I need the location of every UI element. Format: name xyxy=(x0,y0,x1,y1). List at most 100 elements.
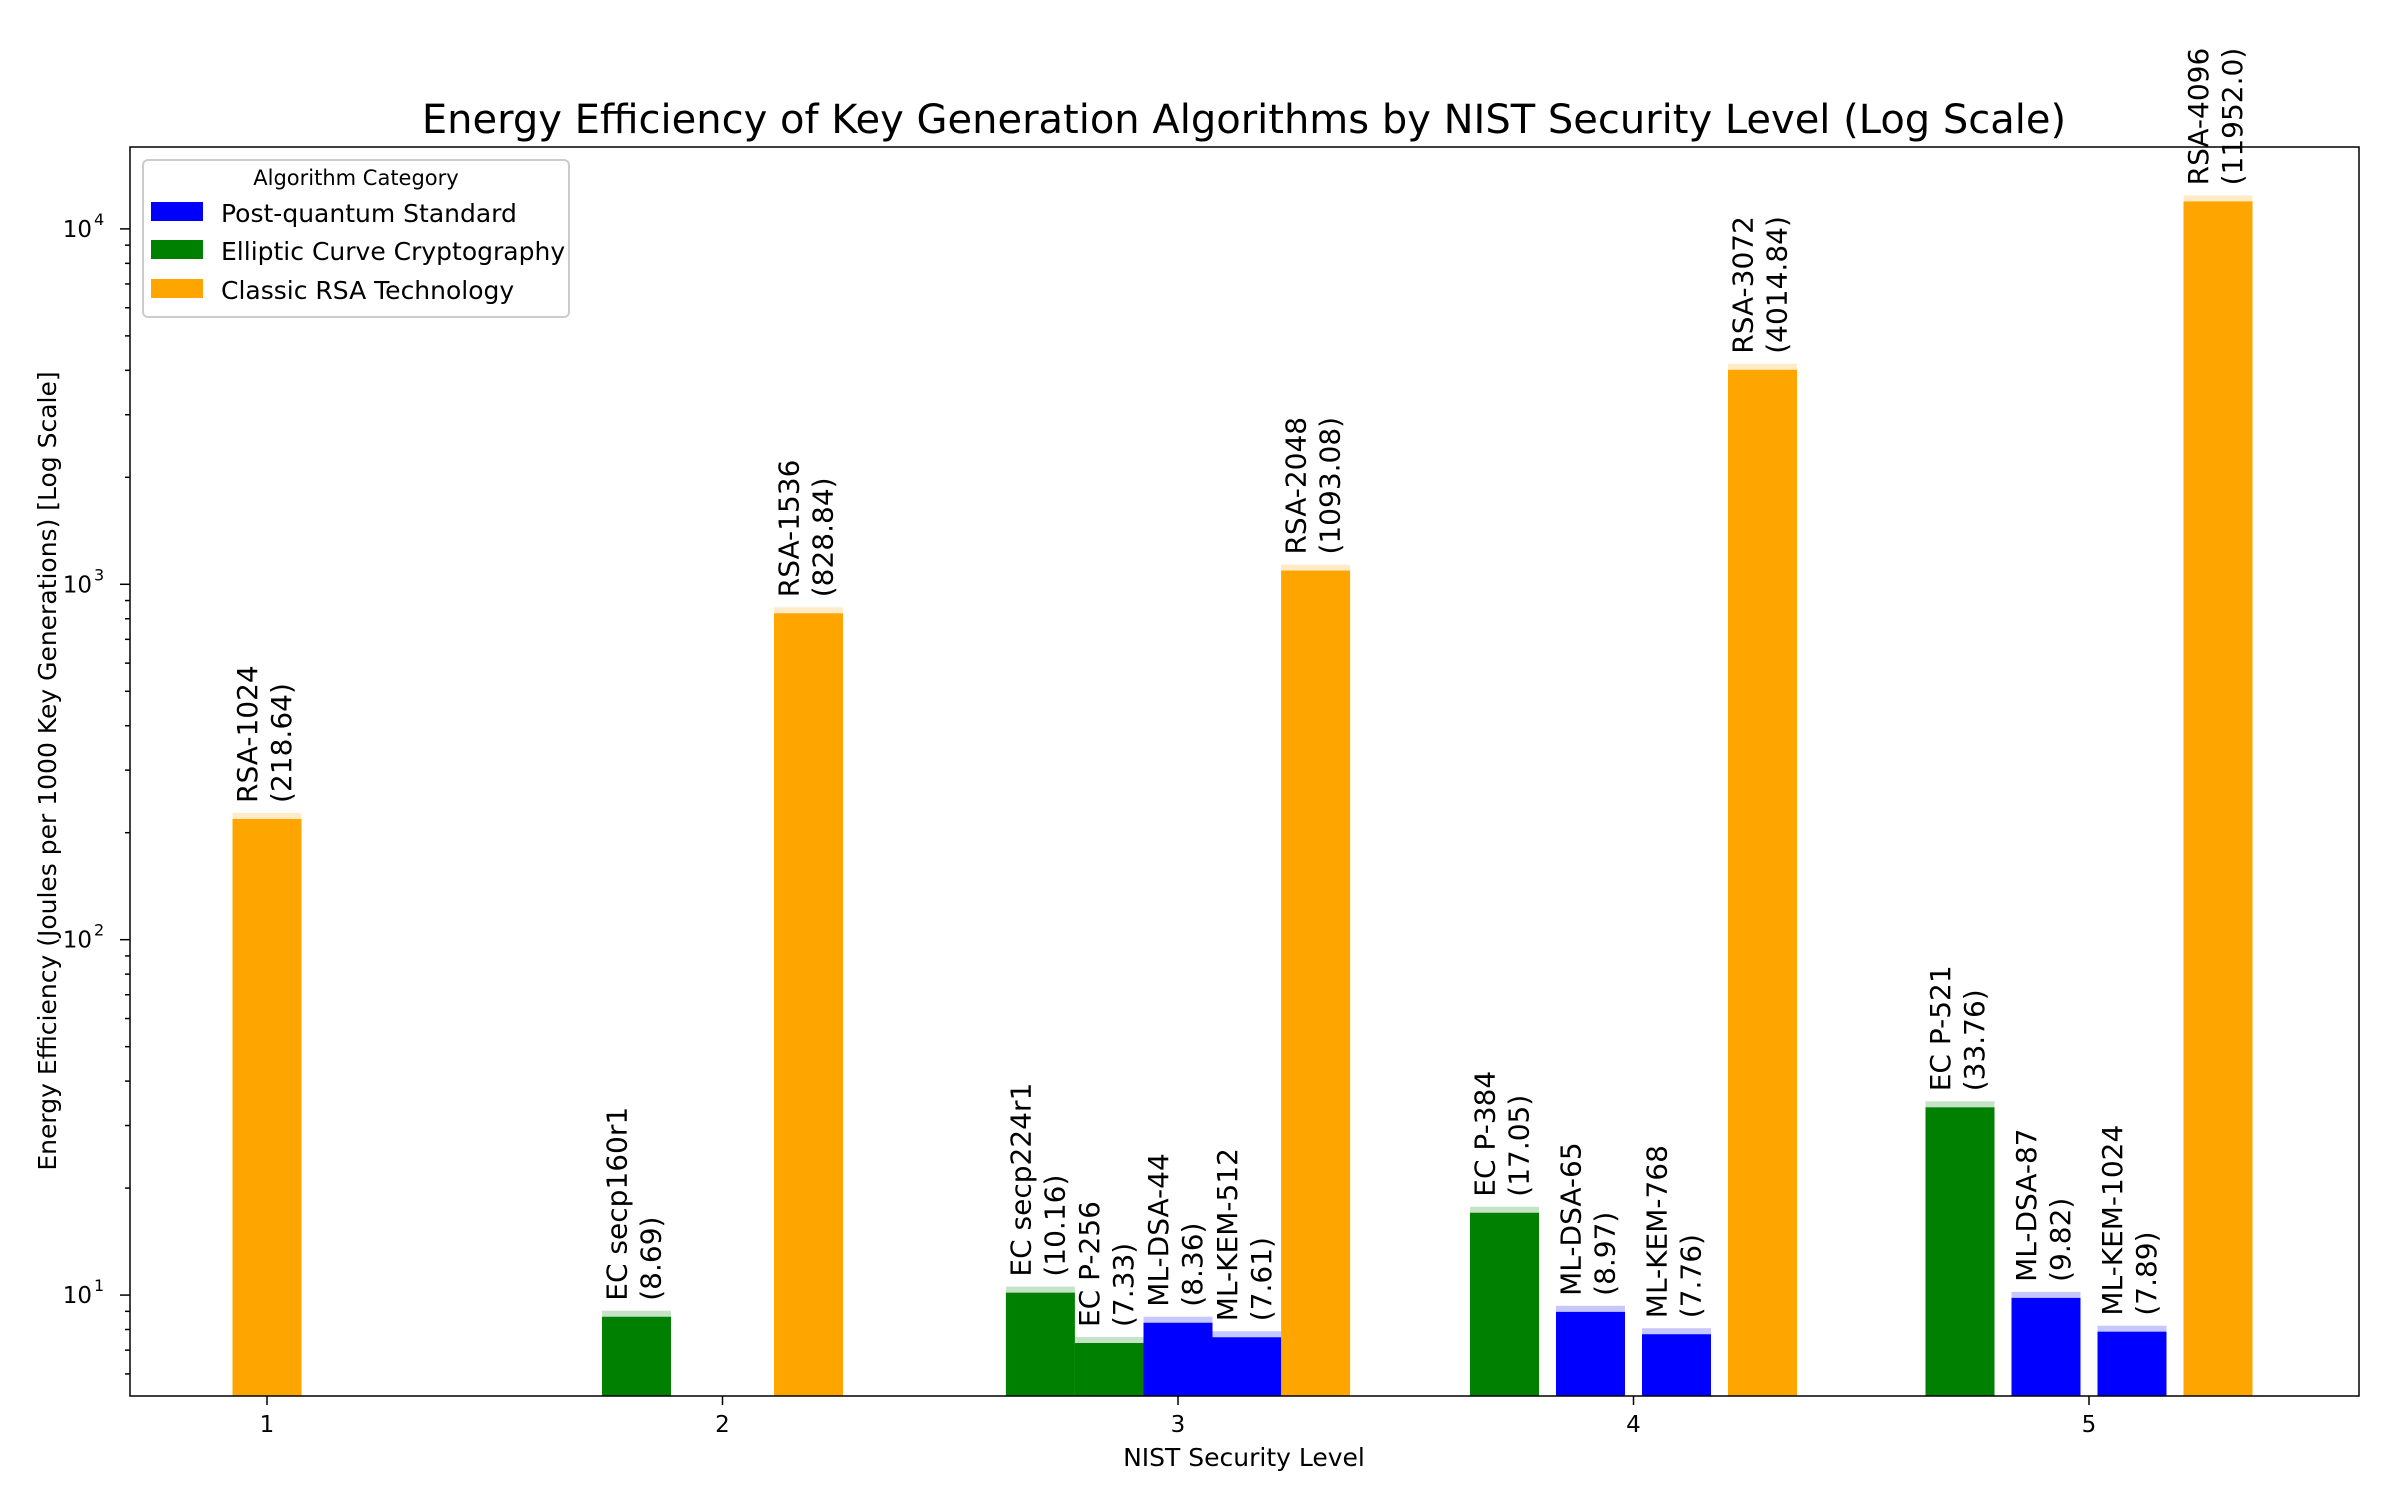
bar-label-name: ML-DSA-87 xyxy=(2010,1128,2043,1282)
bar-label-rsa-3072: RSA-3072 (4014.84) xyxy=(1727,216,1794,354)
bar-cap-ml-kem-512 xyxy=(1212,1331,1282,1338)
bar-cap-ec-p-384 xyxy=(1470,1206,1539,1213)
bar-rsa-1024 xyxy=(232,818,302,1396)
legend-swatch-elliptic-curve xyxy=(151,240,203,259)
bar-ec-p-521 xyxy=(1925,1107,1995,1396)
y-tick-label: 10 xyxy=(63,217,92,243)
bar-label-value: (11952.0) xyxy=(2216,48,2249,186)
bar-ml-dsa-65 xyxy=(1556,1311,1625,1396)
bar-label-name: EC secp224r1 xyxy=(1004,1083,1037,1277)
bar-ec-p-256 xyxy=(1074,1343,1144,1396)
bar-label-ml-dsa-44: ML-DSA-44 (8.36) xyxy=(1142,1153,1209,1307)
bar-label-ml-kem-1024: ML-KEM-1024 (7.89) xyxy=(2096,1125,2163,1316)
y-axis-label: Energy Efficiency (Joules per 1000 Key G… xyxy=(33,371,62,1170)
bar-ec-secp224r1 xyxy=(1005,1292,1075,1396)
bar-label-value: (8.69) xyxy=(635,1217,668,1301)
bar-cap-ec-secp224r1 xyxy=(1005,1286,1075,1293)
bar-label-value: (33.76) xyxy=(1958,989,1991,1091)
y-tick-exponent: 4 xyxy=(94,210,104,229)
bar-label-name: ML-DSA-44 xyxy=(1142,1153,1175,1307)
bar-cap-ec-secp160r1 xyxy=(602,1310,671,1317)
y-tick-exponent: 1 xyxy=(94,1276,104,1295)
bar-label-name: ML-KEM-512 xyxy=(1211,1148,1244,1321)
bar-label-ec-p-384: EC P-384 (17.05) xyxy=(1469,1071,1536,1197)
bar-label-ml-dsa-65: ML-DSA-65 (8.97) xyxy=(1555,1142,1622,1296)
y-tick-exponent: 3 xyxy=(94,565,104,584)
bar-label-value: (17.05) xyxy=(1503,1095,1536,1197)
bar-label-ec-p-521: EC P-521 (33.76) xyxy=(1924,965,1991,1091)
legend-swatch-classic-rsa xyxy=(151,279,203,298)
legend-label-classic-rsa: Classic RSA Technology xyxy=(221,276,514,305)
bar-label-value: (7.33) xyxy=(1107,1243,1140,1327)
bar-ml-kem-768 xyxy=(1642,1334,1711,1396)
bar-cap-rsa-3072 xyxy=(1728,363,1797,370)
bar-ml-dsa-87 xyxy=(2011,1297,2081,1396)
bar-label-value: (7.89) xyxy=(2130,1231,2163,1315)
y-tick-exponent: 2 xyxy=(94,921,104,940)
bar-cap-ec-p-256 xyxy=(1074,1337,1144,1344)
bar-cap-rsa-1024 xyxy=(232,812,302,819)
bar-label-ec-secp160r1: EC secp160r1 (8.69) xyxy=(601,1107,668,1301)
bar-label-name: RSA-1536 xyxy=(773,460,806,598)
bar-label-rsa-4096: RSA-4096 (11952.0) xyxy=(2182,48,2249,186)
bar-label-ml-kem-512: ML-KEM-512 (7.61) xyxy=(1211,1148,1278,1321)
bar-label-value: (10.16) xyxy=(1038,1175,1071,1277)
bar-label-value: (7.76) xyxy=(1675,1234,1708,1318)
bar-ml-kem-1024 xyxy=(2097,1331,2167,1396)
x-axis-ticks: 1 2 3 4 5 xyxy=(260,1396,2097,1438)
bar-label-name: ML-KEM-768 xyxy=(1641,1145,1674,1318)
bar-label-ml-dsa-87: ML-DSA-87 (9.82) xyxy=(2010,1128,2077,1282)
y-tick-label: 10 xyxy=(63,928,92,954)
y-tick-label: 10 xyxy=(63,572,92,598)
bar-label-value: (4014.84) xyxy=(1761,216,1794,354)
bar-label-ec-p-256: EC P-256 (7.33) xyxy=(1073,1201,1140,1327)
bar-label-name: RSA-2048 xyxy=(1280,417,1313,555)
bar-label-name: EC P-521 xyxy=(1924,965,1957,1091)
bar-label-name: RSA-3072 xyxy=(1727,216,1760,354)
y-tick-label: 10 xyxy=(63,1283,92,1309)
bar-label-value: (1093.08) xyxy=(1314,417,1347,555)
bar-label-rsa-2048: RSA-2048 (1093.08) xyxy=(1280,417,1347,555)
bar-label-name: EC secp160r1 xyxy=(601,1107,634,1301)
bar-rsa-4096 xyxy=(2183,201,2253,1396)
bar-cap-ml-dsa-65 xyxy=(1556,1305,1625,1312)
bar-cap-ec-p-521 xyxy=(1925,1101,1995,1108)
x-axis-label: NIST Security Level xyxy=(1123,1443,1365,1472)
bar-cap-rsa-4096 xyxy=(2183,195,2253,202)
bar-cap-ml-dsa-87 xyxy=(2011,1291,2081,1298)
x-tick-label: 5 xyxy=(2082,1412,2097,1438)
bar-ml-dsa-44 xyxy=(1143,1322,1213,1396)
bar-label-rsa-1024: RSA-1024 (218.64) xyxy=(231,665,298,803)
bar-rsa-2048 xyxy=(1281,570,1351,1396)
bar-label-name: EC P-384 xyxy=(1469,1071,1502,1197)
x-tick-label: 3 xyxy=(1171,1412,1186,1438)
bar-label-value: (218.64) xyxy=(265,683,298,803)
legend-box xyxy=(142,159,570,318)
bars-layer xyxy=(232,195,2253,1396)
x-tick-label: 1 xyxy=(260,1412,275,1438)
bar-label-value: (7.61) xyxy=(1245,1237,1278,1321)
bar-rsa-3072 xyxy=(1728,369,1797,1396)
bar-label-ml-kem-768: ML-KEM-768 (7.76) xyxy=(1641,1145,1708,1318)
bar-cap-ml-kem-1024 xyxy=(2097,1325,2167,1332)
bar-label-name: ML-DSA-65 xyxy=(1555,1142,1588,1296)
bar-ec-secp160r1 xyxy=(602,1316,671,1396)
x-tick-label: 4 xyxy=(1626,1412,1641,1438)
bar-label-value: (8.97) xyxy=(1589,1212,1622,1296)
bar-label-name: ML-KEM-1024 xyxy=(2096,1125,2129,1316)
bar-label-value: (828.84) xyxy=(807,477,840,597)
legend: Algorithm Category Post-quantum Standard… xyxy=(142,159,570,318)
bar-label-name: RSA-4096 xyxy=(2182,48,2215,186)
bar-ec-p-384 xyxy=(1470,1212,1539,1396)
bar-cap-ml-dsa-44 xyxy=(1143,1316,1213,1323)
bar-label-value: (8.36) xyxy=(1176,1223,1209,1307)
bar-rsa-1536 xyxy=(774,613,843,1396)
bar-cap-ml-kem-768 xyxy=(1642,1328,1711,1335)
plot-frame xyxy=(129,146,2360,1397)
chart-title: Energy Efficiency of Key Generation Algo… xyxy=(422,97,2066,143)
bar-label-ec-secp224r1: EC secp224r1 (10.16) xyxy=(1004,1083,1071,1277)
legend-label-post-quantum: Post-quantum Standard xyxy=(221,199,517,228)
bar-cap-rsa-2048 xyxy=(1281,564,1351,571)
